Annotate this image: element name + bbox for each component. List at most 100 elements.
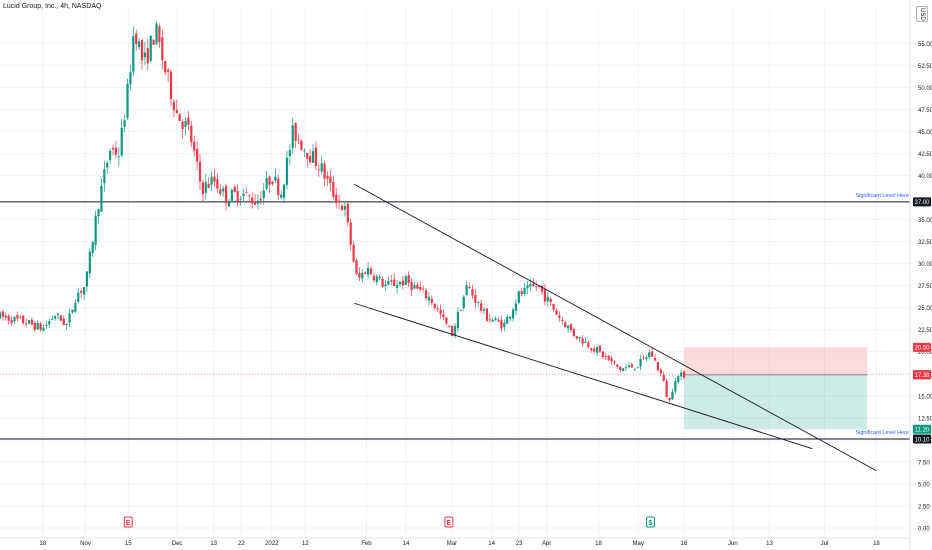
candle-body — [309, 156, 312, 163]
event-icon[interactable]: E — [123, 516, 133, 528]
candle — [184, 116, 187, 136]
candle-body — [677, 376, 680, 382]
candle-body — [181, 121, 184, 130]
candle-body — [111, 147, 115, 150]
candle-body — [158, 26, 161, 43]
x-tick-label: Apr — [542, 541, 551, 547]
candle — [164, 60, 167, 76]
candle — [581, 334, 584, 347]
candle — [236, 184, 239, 207]
stop-loss-zone — [684, 347, 868, 375]
candle-body — [433, 303, 436, 308]
candle-body — [671, 391, 674, 400]
significant-level-label: Significant Level Here — [855, 193, 909, 199]
candle-body — [590, 348, 593, 351]
event-markers[interactable]: E E $ — [123, 516, 655, 528]
candle-body — [16, 314, 19, 319]
candle-body — [239, 198, 242, 200]
candle — [288, 144, 291, 166]
candle — [511, 307, 515, 322]
candle-body — [271, 181, 274, 184]
candle-body — [259, 198, 262, 201]
candle — [642, 355, 645, 361]
candle — [68, 308, 71, 328]
candle — [340, 203, 344, 211]
event-icon[interactable]: $ — [645, 516, 655, 528]
candle-body — [448, 325, 451, 327]
candle — [343, 201, 347, 217]
candle-body — [332, 181, 335, 197]
candle — [366, 262, 370, 279]
candle-body — [346, 203, 349, 223]
candle — [627, 362, 631, 369]
candle — [674, 377, 677, 394]
candle-body — [355, 260, 358, 274]
candle — [407, 271, 410, 288]
candle-body — [668, 397, 671, 401]
candle — [135, 29, 138, 51]
candle — [338, 194, 341, 210]
candle-body — [494, 318, 497, 320]
candle-body — [378, 276, 381, 279]
candle-body — [566, 325, 570, 329]
candle-body — [39, 323, 42, 330]
chart-title: Lucid Group, Inc., 4h, NASDAQ — [3, 3, 102, 10]
candle-body — [216, 179, 219, 189]
candle-body — [358, 273, 361, 278]
candle — [477, 301, 480, 308]
candle — [152, 38, 155, 45]
candle — [593, 346, 596, 355]
candle — [465, 280, 468, 296]
event-icon[interactable]: E — [444, 516, 454, 528]
candle-body — [416, 284, 419, 289]
candle — [671, 388, 674, 400]
candle-body — [262, 190, 265, 199]
significant-level-label: Significant Level Here — [855, 430, 909, 436]
short-position-tool[interactable] — [684, 347, 868, 430]
trend-lines[interactable] — [354, 183, 877, 472]
candle — [480, 299, 483, 313]
candle — [71, 309, 74, 314]
event-icon-symbol: E — [126, 520, 131, 527]
currency-button[interactable]: USD — [916, 6, 928, 22]
candle-body — [500, 320, 503, 329]
candle — [430, 295, 433, 306]
candle — [149, 35, 152, 63]
candle-body — [97, 209, 100, 217]
candle-body — [335, 194, 338, 203]
candle-body — [601, 351, 604, 358]
candle-body — [172, 101, 176, 111]
candle-body — [233, 186, 236, 192]
candle-body — [280, 194, 283, 198]
candle-body — [74, 302, 77, 312]
candle — [120, 118, 123, 158]
candle-body — [384, 284, 387, 287]
price-badge: 20.50 — [913, 342, 931, 352]
candle-body — [506, 316, 509, 324]
trend-line — [354, 183, 877, 472]
candle-body — [465, 285, 468, 296]
candle-body — [610, 358, 613, 362]
candle-body — [680, 372, 683, 377]
candle — [520, 287, 523, 297]
candle — [265, 170, 268, 191]
candle — [158, 23, 161, 48]
candle — [106, 160, 109, 175]
y-tick-label: 55.00 — [918, 42, 932, 48]
price-badge-bg — [913, 370, 931, 380]
candle — [503, 319, 506, 332]
candle-body — [0, 312, 2, 319]
candle — [616, 364, 619, 369]
y-tick-label: 40.00 — [918, 174, 932, 180]
x-tick-label: 13 — [210, 541, 217, 547]
candle-body — [27, 320, 31, 324]
candle — [48, 318, 51, 329]
candle-body — [161, 37, 164, 61]
candle — [13, 316, 16, 325]
candle-body — [222, 188, 225, 192]
event-icon-frame — [645, 516, 655, 528]
candle-body — [120, 127, 123, 156]
candle — [410, 277, 413, 297]
candle-body — [561, 319, 564, 322]
